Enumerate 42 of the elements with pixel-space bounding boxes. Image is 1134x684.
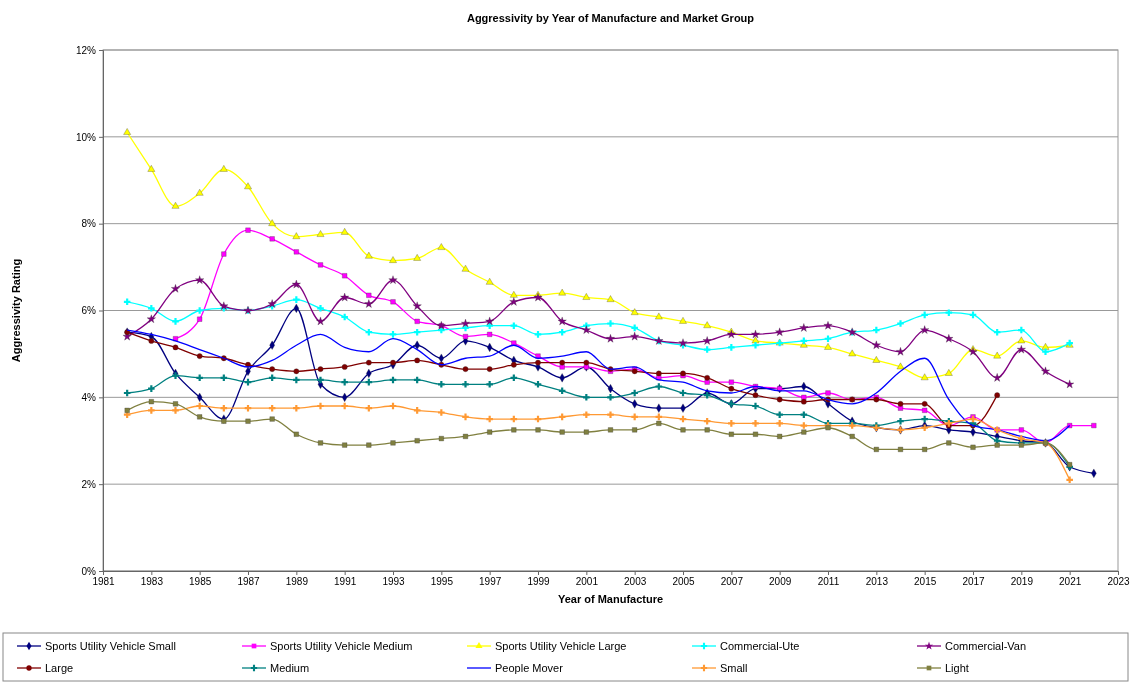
legend-label: Small [720,662,748,674]
x-tick-label: 1993 [382,576,406,588]
x-tick-label: 1985 [189,576,212,588]
legend-label: Sports Utility Vehicle Large [495,640,627,652]
x-tick-label: 2017 [962,576,986,588]
legend-label: People Mover [495,662,564,674]
x-tick-label: 2011 [817,576,840,588]
x-tick-label: 1995 [430,576,454,588]
x-tick-label: 2007 [720,576,744,588]
x-tick-label: 2021 [1059,576,1082,588]
legend-label: Sports Utility Vehicle Small [45,640,176,652]
legend-label: Commercial-Van [945,640,1027,652]
x-tick-label: 1987 [237,576,261,588]
x-tick-label: 2001 [575,576,599,588]
y-axis-title: Aggressivity Rating [10,258,22,363]
legend-label: Light [945,662,969,674]
x-tick-label: 1997 [479,576,502,588]
x-axis-title: Year of Manufacture [557,593,664,605]
x-tick-label: 2003 [624,576,647,588]
x-tick-label: 2015 [914,576,937,588]
x-tick-label: 1999 [527,576,551,588]
y-tick-label: 12% [75,44,97,56]
x-tick-label: 1989 [285,576,309,588]
y-tick-label: 4% [81,392,97,404]
x-tick-label: 2023 [1107,576,1131,588]
x-tick-label: 1991 [334,576,357,588]
y-tick-label: 6% [81,305,97,317]
y-tick-label: 2% [81,478,97,490]
x-tick-label: 2013 [865,576,889,588]
legend-label: Commercial-Ute [720,640,800,652]
x-tick-label: 1983 [140,576,164,588]
x-tick-label: 2005 [672,576,696,588]
y-tick-label: 0% [81,565,97,577]
x-tick-label: 1981 [92,576,116,588]
x-tick-label: 2019 [1010,576,1034,588]
y-tick-label: 8% [81,218,97,230]
legend-label: Sports Utility Vehicle Medium [270,640,413,652]
y-tick-label: 10% [75,131,97,143]
legend-label: Large [45,662,74,674]
legend-label: Medium [270,662,310,674]
chart-title: Aggressivity by Year of Manufacture and Market Group [466,12,755,24]
x-tick-label: 2009 [769,576,792,588]
